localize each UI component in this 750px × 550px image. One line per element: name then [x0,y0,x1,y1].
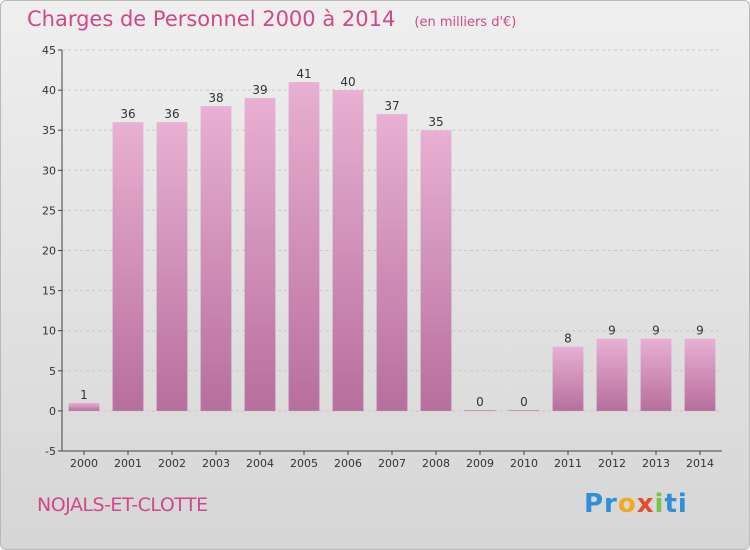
x-tick-label: 2006 [334,457,362,470]
bar-value-label: 36 [164,107,179,121]
y-tick-label: 20 [42,245,56,258]
logo-part-1: Pr [584,489,618,519]
bar-value-label: 39 [252,83,267,97]
y-tick-label: 35 [42,124,56,137]
chart-title: Charges de Personnel 2000 à 2014 [27,7,396,31]
bar-value-label: 40 [340,75,355,89]
x-tick-label: 2001 [114,457,142,470]
x-tick-label: 2011 [554,457,582,470]
logo-part-3: x [636,489,655,519]
bar [288,82,320,411]
logo-part-2: o [617,489,637,519]
bar [596,338,628,411]
x-tick-label: 2004 [246,457,274,470]
bar-value-label: 9 [652,324,660,338]
y-tick-label: 45 [42,44,56,57]
chart-subtitle: (en milliers d'€) [414,15,517,30]
bar-value-label: 37 [384,99,399,113]
x-tick-label: 2012 [598,457,626,470]
bar-value-label: 38 [208,91,223,105]
x-tick-label: 2007 [378,457,406,470]
bar [200,106,232,411]
x-tick-label: 2014 [686,457,714,470]
x-tick-label: 2013 [642,457,670,470]
logo-part-4: i [654,489,665,519]
bar-value-label: 35 [428,115,443,129]
bar [332,90,364,411]
x-tick-label: 2010 [510,457,538,470]
bar-value-label: 0 [476,395,484,409]
bar [68,402,100,411]
x-tick-label: 2003 [202,457,230,470]
y-tick-label: -5 [45,445,56,458]
bar-value-label: 9 [696,324,704,338]
y-tick-label: 30 [42,164,56,177]
bar [640,338,672,411]
bar-value-label: 1 [80,388,88,402]
x-tick-label: 2005 [290,457,318,470]
bar [552,346,584,411]
bar [156,122,188,411]
bar-value-label: 41 [296,67,311,81]
y-tick-label: 40 [42,84,56,97]
bar-value-label: 36 [120,107,135,121]
x-tick-label: 2008 [422,457,450,470]
y-tick-label: 10 [42,325,56,338]
bar [420,130,452,411]
x-tick-label: 2009 [466,457,494,470]
bar-layer [68,82,716,411]
bar-value-label: 9 [608,324,616,338]
y-tick-label: 5 [49,365,56,378]
axis-layer [58,49,722,455]
bar [112,122,144,411]
bar [376,114,408,411]
y-tick-label: 15 [42,285,56,298]
label-layer: -5 0 5 10 15 20 25 30 35 40 45 1 2000 36 2001 36 2002 38 2… [42,44,714,470]
bar [684,338,716,411]
x-tick-label: 2000 [70,457,98,470]
bar [508,409,540,411]
proxiti-logo[interactable]: Proxiti [584,489,688,519]
bar-value-label: 8 [564,332,572,346]
y-tick-label: 25 [42,204,56,217]
bar [244,98,276,411]
logo-part-5: ti [664,489,688,519]
title-block: Charges de Personnel 2000 à 2014 (en mil… [27,7,516,31]
x-tick-label: 2002 [158,457,186,470]
bar [464,409,496,411]
bar-value-label: 0 [520,395,528,409]
y-tick-label: 0 [49,405,56,418]
commune-name: NOJALS-ET-CLOTTE [37,494,208,516]
